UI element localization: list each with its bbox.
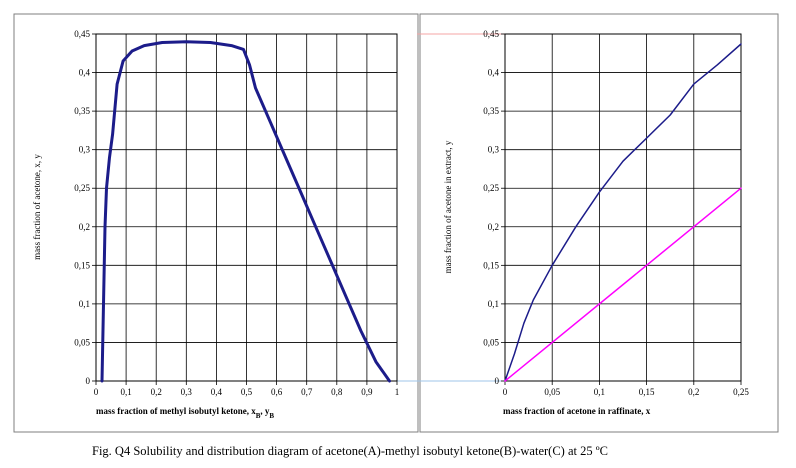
left-y-tick-label: 0,25 xyxy=(74,183,90,193)
left-y-tick-label: 0 xyxy=(86,376,91,386)
left-y-tick-label: 0,05 xyxy=(74,337,90,347)
right-x-tick-label: 0,05 xyxy=(544,387,560,397)
right-y-axis-label: mass fraction of acetone in extract, y xyxy=(443,140,453,273)
right-y-tick-label: 0 xyxy=(495,376,500,386)
left-y-tick-label: 0,3 xyxy=(79,145,91,155)
figure-caption: Fig. Q4 Solubility and distribution diag… xyxy=(92,444,608,458)
left-y-axis-label: mass fraction of acetone, x, y xyxy=(32,154,42,260)
right-x-tick-label: 0,25 xyxy=(733,387,749,397)
left-x-tick-label: 0,1 xyxy=(120,387,131,397)
left-x-axis-label: mass fraction of methyl isobutyl ketone,… xyxy=(96,406,274,420)
left-x-tick-label: 0,4 xyxy=(211,387,223,397)
left-x-tick-label: 0,7 xyxy=(301,387,313,397)
left-x-tick-label: 1 xyxy=(395,387,400,397)
left-x-tick-label: 0,2 xyxy=(151,387,162,397)
left-y-tick-label: 0,2 xyxy=(79,222,90,232)
right-panel-frame xyxy=(419,13,779,433)
left-series-line-1 xyxy=(100,40,391,383)
left-x-tick-label: 0,5 xyxy=(241,387,253,397)
left-x-tick-label: 0 xyxy=(94,387,99,397)
right-y-tick-label: 0,25 xyxy=(483,183,499,193)
left-x-tick-label: 0,6 xyxy=(271,387,283,397)
left-y-tick-label: 0,15 xyxy=(74,260,90,270)
left-x-tick-label: 0,3 xyxy=(181,387,193,397)
right-y-tick-label: 0,15 xyxy=(483,260,499,270)
left-y-tick-label: 0,4 xyxy=(79,68,91,78)
right-y-tick-label: 0,4 xyxy=(488,68,500,78)
left-y-tick-label: 0,1 xyxy=(79,299,90,309)
left-y-tick-label: 0,45 xyxy=(74,29,90,39)
right-y-tick-label: 0,05 xyxy=(483,337,499,347)
left-y-tick-label: 0,35 xyxy=(74,106,90,116)
right-x-tick-label: 0,2 xyxy=(688,387,699,397)
right-plot-area xyxy=(504,33,742,382)
left-panel-frame xyxy=(13,13,419,433)
right-series-line-2 xyxy=(504,187,742,382)
right-x-tick-label: 0 xyxy=(503,387,508,397)
distribution-chart: 0 0,05 0,1 0,15 0,2 0,25 0 0,05 0,1 0,15 0,2 0,25 0,… xyxy=(483,29,749,397)
right-y-tick-label: 0,2 xyxy=(488,222,499,232)
solubility-chart: 0 0,1 0,2 0,3 0,4 0,5 0,6 0,7 0,8 0,9 1 0 0,05 0,1 0,1… xyxy=(74,29,399,397)
right-y-tick-label: 0,35 xyxy=(483,106,499,116)
right-x-axis-label: mass fraction of acetone in raffinate, x xyxy=(503,406,651,416)
right-x-tick-label: 0,15 xyxy=(639,387,655,397)
right-x-tick-label: 0,1 xyxy=(594,387,605,397)
left-x-tick-label: 0,8 xyxy=(331,387,343,397)
right-y-tick-label: 0,1 xyxy=(488,299,499,309)
right-y-tick-label: 0,3 xyxy=(488,145,500,155)
right-y-tick-label: 0,45 xyxy=(483,29,499,39)
right-series-line-1 xyxy=(504,43,742,382)
left-x-tick-label: 0,9 xyxy=(361,387,373,397)
